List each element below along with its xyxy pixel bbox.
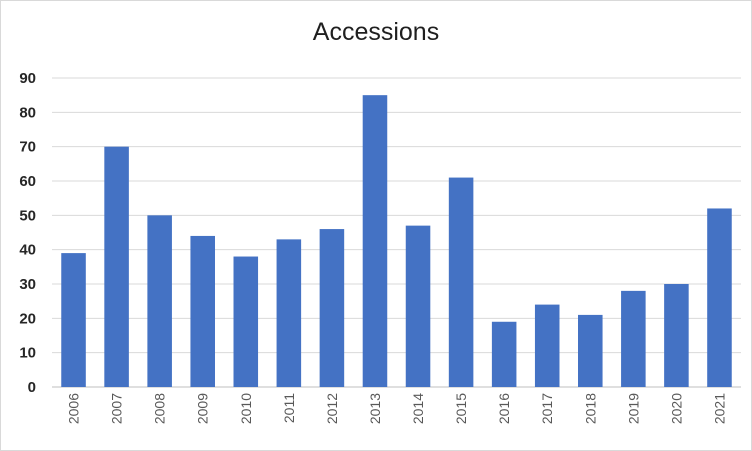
x-tick-label: 2008 bbox=[152, 393, 168, 424]
x-tick-label: 2018 bbox=[582, 393, 598, 424]
bar-2018 bbox=[578, 314, 603, 387]
y-tick-label: 70 bbox=[19, 139, 36, 156]
bar-2016 bbox=[491, 321, 517, 387]
bar-2013 bbox=[362, 95, 388, 388]
bar-2008 bbox=[147, 215, 172, 387]
y-tick-label: 50 bbox=[19, 207, 36, 224]
chart-title: Accessions bbox=[312, 18, 440, 46]
bar-2019 bbox=[621, 290, 646, 387]
y-tick-label: 0 bbox=[28, 379, 36, 396]
bar-2014 bbox=[405, 225, 431, 387]
x-tick-label: 2014 bbox=[410, 393, 426, 424]
y-tick-label: 20 bbox=[19, 310, 36, 327]
y-tick-label: 40 bbox=[19, 242, 36, 259]
x-tick-label: 2007 bbox=[109, 393, 125, 424]
y-tick-label: 80 bbox=[19, 104, 36, 121]
bar-2017 bbox=[534, 304, 560, 387]
x-tick-label: 2012 bbox=[324, 393, 340, 424]
bar-2012 bbox=[319, 229, 345, 387]
x-tick-label: 2016 bbox=[496, 393, 512, 424]
y-tick-label: 90 bbox=[19, 70, 36, 87]
bar-2020 bbox=[664, 284, 689, 387]
bar-2007 bbox=[104, 146, 129, 387]
x-tick-label: 2011 bbox=[281, 393, 297, 423]
y-tick-label: 30 bbox=[19, 276, 36, 293]
bar-2009 bbox=[190, 235, 215, 387]
x-tick-label: 2009 bbox=[195, 393, 211, 424]
x-tick-label: 2020 bbox=[668, 393, 684, 424]
bar-2021 bbox=[707, 208, 732, 387]
x-tick-label: 2015 bbox=[453, 393, 469, 424]
x-tick-label: 2017 bbox=[539, 393, 555, 424]
y-tick-label: 10 bbox=[19, 345, 36, 362]
bar-2010 bbox=[233, 256, 259, 387]
x-tick-label: 2006 bbox=[66, 393, 82, 424]
y-tick-label: 60 bbox=[19, 173, 36, 190]
bar-2015 bbox=[448, 177, 474, 387]
bar-2006 bbox=[61, 253, 86, 387]
x-tick-label: 2019 bbox=[625, 393, 641, 424]
x-tick-label: 2010 bbox=[238, 393, 254, 424]
x-tick-label: 2013 bbox=[367, 393, 383, 424]
bar-2011 bbox=[276, 239, 302, 387]
x-tick-label: 2021 bbox=[711, 393, 727, 424]
